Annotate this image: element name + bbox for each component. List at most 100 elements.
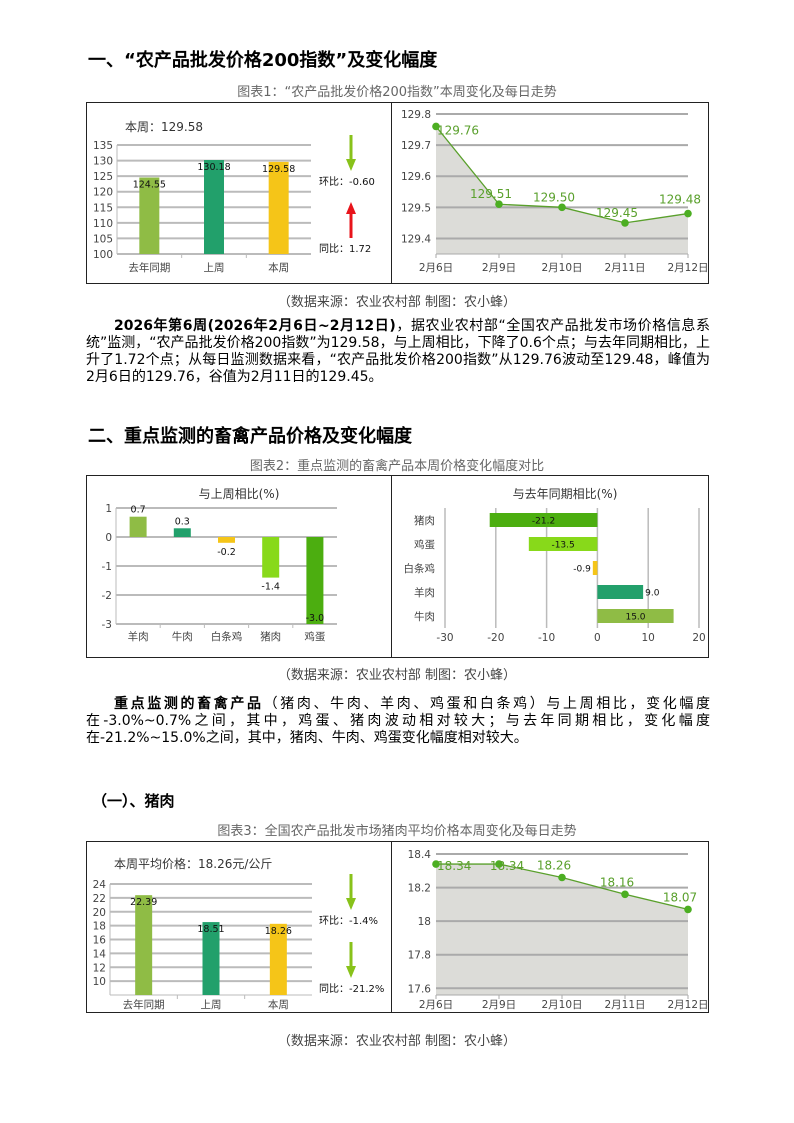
chart1-box: 本周：129.58 100 105 110 115 120 125 130 135 124.55 去… — [86, 102, 709, 284]
change-annotation: 环比：-1.4% — [319, 915, 378, 927]
y-tick-label: 16 — [93, 935, 107, 947]
y-tick-label: 1 — [105, 503, 112, 515]
data-label: 18.51 — [197, 924, 224, 935]
data-label: 129.76 — [437, 123, 479, 137]
y-tick-label: 129.7 — [401, 140, 431, 152]
data-point — [432, 122, 440, 131]
chart2-source: （数据来源：农业农村部 制图：农小蜂） — [277, 668, 517, 683]
y-tick-label: 130 — [93, 156, 113, 168]
y-tick-label: 24 — [93, 879, 107, 891]
chart3-source: （数据来源：农业农村部 制图：农小蜂） — [277, 1034, 517, 1049]
x-tick-label: 10 — [642, 632, 655, 644]
x-tick-label: 上周 — [201, 999, 222, 1011]
x-tick-label: 0 — [594, 632, 601, 644]
data-label: 129.58 — [262, 164, 295, 175]
y-tick-label: 129.4 — [401, 233, 431, 245]
bar — [269, 923, 287, 995]
y-tick-label: 100 — [93, 249, 113, 261]
x-tick-label: 2月9日 — [482, 999, 516, 1011]
data-point — [621, 890, 629, 899]
bar — [597, 585, 644, 599]
bar — [268, 161, 289, 254]
y-tick-label: 14 — [93, 948, 107, 960]
chart1-line-chart: 129.4 129.5 129.6 129.7 129.8 129.76 2月6日 129.5… — [401, 109, 709, 274]
x-tick-label: 2月12日 — [667, 262, 708, 274]
data-label: 18.26 — [265, 926, 292, 937]
data-point — [684, 209, 692, 218]
data-point — [495, 200, 503, 209]
chart1-source: （数据来源：农业农村部 制图：农小蜂） — [277, 295, 517, 310]
bar — [592, 561, 598, 575]
chart-title: 与上周相比(%) — [199, 487, 280, 501]
data-label: 0.3 — [175, 516, 190, 527]
data-label: 129.51 — [470, 187, 512, 201]
x-tick-label: 2月10日 — [541, 262, 582, 274]
y-tick-label: 猪肉 — [414, 514, 435, 527]
y-tick-label: 129.6 — [401, 171, 431, 183]
data-label: 124.55 — [133, 180, 166, 191]
y-tick-label: 22 — [93, 893, 106, 905]
y-tick-label: 135 — [93, 140, 113, 152]
paragraph-segment: ，据农业农村部“全国农产品批发市场价格信息系统”监测，“农产品批发价格200指数… — [86, 318, 710, 385]
x-tick-label: 去年同期 — [123, 998, 165, 1011]
chart3-line-chart: 17.6 17.8 18 18.2 18.4 18.34 2月6日 18.34 2月9日 18.2… — [408, 849, 709, 1011]
data-label: -0.9 — [573, 565, 591, 575]
y-tick-label: 115 — [93, 202, 113, 214]
x-tick-label: 鸡蛋 — [304, 630, 325, 643]
y-tick-label: 鸡蛋 — [414, 538, 435, 551]
area-fill — [436, 126, 688, 254]
data-label: 18.34 — [490, 859, 524, 873]
y-tick-label: 18.4 — [408, 849, 432, 861]
x-tick-label: 上周 — [204, 262, 225, 274]
x-tick-label: 2月11日 — [604, 999, 645, 1011]
y-tick-label: 羊肉 — [414, 586, 435, 599]
x-tick-label: 2月12日 — [667, 999, 708, 1011]
x-tick-label: 白条鸡 — [211, 630, 243, 643]
y-tick-label: 18 — [93, 921, 106, 933]
y-tick-label: -2 — [102, 590, 112, 602]
chart2-hbar-chart: 与去年同期相比(%) -30 -20 -10 0 10 20 -21.2 猪肉 -13.5 鸡蛋 -0… — [404, 487, 706, 644]
chart2-box: 与上周相比(%) -3 -2 -1 0 1 0.7 羊肉 0.3 牛肉 -0.2 白条鸡 -1.4 猪肉 -… — [86, 475, 709, 658]
data-label: 0.7 — [131, 505, 146, 516]
chart2-caption: 图表2：重点监测的畜禽产品本周价格变化幅度对比 — [249, 459, 545, 474]
data-label: 9.0 — [645, 589, 660, 599]
data-point — [558, 873, 566, 882]
y-tick-label: -1 — [102, 561, 112, 573]
y-tick-label: 105 — [93, 233, 113, 245]
data-label: 18.07 — [663, 890, 697, 904]
x-tick-label: 猪肉 — [260, 630, 281, 643]
y-tick-label: 牛肉 — [414, 610, 435, 623]
x-tick-label: -30 — [436, 632, 453, 644]
data-label: 15.0 — [625, 613, 645, 623]
bar — [204, 160, 224, 254]
x-tick-label: 2月11日 — [604, 262, 645, 274]
data-label: 22.39 — [130, 897, 157, 908]
chart3-caption: 图表3：全国农产品批发市场猪肉平均价格本周变化及每日走势 — [217, 824, 577, 839]
section3-heading: （一）、猪肉 — [92, 792, 175, 810]
x-tick-label: 2月10日 — [541, 999, 582, 1011]
x-tick-label: -20 — [487, 632, 504, 644]
x-tick-label: 20 — [692, 632, 705, 644]
data-label: 130.18 — [197, 162, 230, 173]
data-point — [684, 905, 692, 914]
data-label: 18.16 — [600, 875, 634, 889]
bar — [139, 177, 160, 254]
data-point — [621, 219, 629, 227]
bar — [306, 537, 324, 624]
change-annotation: 环比：-0.60 — [319, 176, 375, 188]
bar — [489, 513, 598, 527]
y-tick-label: 12 — [93, 962, 106, 974]
data-label: -3.0 — [306, 613, 325, 624]
section2-heading: 二、重点监测的畜禽产品价格及变化幅度 — [88, 426, 412, 447]
area-fill — [436, 864, 688, 995]
chart1-bar-chart: 本周：129.58 100 105 110 115 120 125 130 135 124.55 去… — [93, 120, 375, 274]
x-tick-label: -10 — [538, 632, 555, 644]
data-label: 18.34 — [437, 859, 471, 873]
data-label: 129.48 — [659, 193, 701, 207]
bar — [135, 895, 153, 995]
data-point — [558, 203, 566, 212]
y-tick-label: 129.5 — [401, 202, 431, 214]
chart-title: 本周：129.58 — [125, 120, 203, 134]
y-tick-label: 10 — [93, 976, 106, 988]
